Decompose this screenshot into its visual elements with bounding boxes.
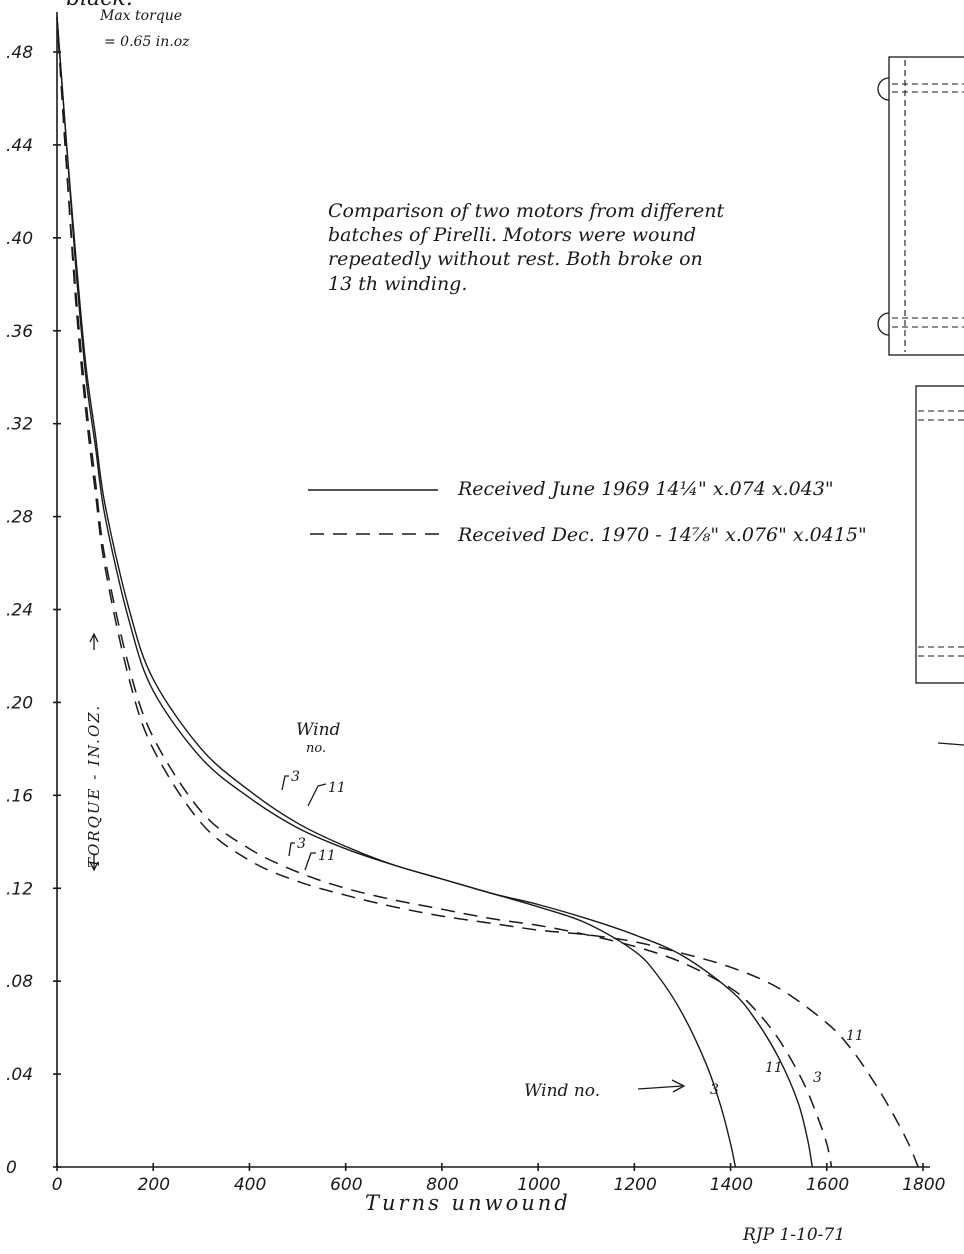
- x-axis-label: Turns unwound: [365, 1191, 571, 1215]
- wind-no-upper-line1: Wind: [296, 720, 341, 740]
- x-tick-label: 400: [234, 1175, 266, 1195]
- y-tick-label: .44: [6, 136, 33, 156]
- motor-frame-sketch-upper: [877, 56, 964, 356]
- lower-dashed-wind3-label: 3: [813, 1070, 822, 1086]
- y-tick-label: .32: [6, 415, 33, 435]
- y-tick-label: .12: [6, 879, 33, 899]
- dashed-wind3-label: 3: [297, 836, 306, 852]
- y-tick-label: 0: [6, 1158, 17, 1178]
- x-tick-label: 1800: [902, 1175, 945, 1195]
- x-tick-label: 1200: [614, 1175, 657, 1195]
- y-tick-label: .04: [6, 1065, 33, 1085]
- solid-wind11-label: 11: [328, 780, 346, 796]
- x-ticks: 0 200 400 600 800 1000 1200 1400 1600 1800: [52, 1163, 945, 1195]
- description-line-2: batches of Pirelli. Motors were wound: [328, 224, 696, 246]
- description-line-4: 13 th winding.: [328, 273, 467, 295]
- series-line-june1969-wind3: [56, 17, 737, 1168]
- dashed-wind11-label: 11: [318, 848, 336, 864]
- solid-wind3-pointer: [281, 775, 289, 791]
- max-torque-note-line1: Max torque: [99, 8, 182, 24]
- solid-wind11-pointer: [307, 783, 327, 807]
- series-line-dec1970-wind11: [56, 17, 919, 1168]
- wind-no-lower-arrow: [637, 1079, 686, 1093]
- y-tick-label: .28: [6, 508, 33, 528]
- y-ticks: 0 .04 .08 .12 .16 .20 .24 .28 .32 .36 .40 .44 .48: [6, 43, 61, 1178]
- x-tick-label: 600: [330, 1175, 362, 1195]
- y-tick-label: .48: [6, 43, 33, 63]
- dashed-wind11-pointer: [304, 852, 316, 871]
- motor-frame-sketch-lower: [915, 385, 964, 746]
- y-axis-label-group: TORQUE - IN.OZ.: [85, 632, 103, 872]
- dashed-wind3-pointer: [288, 842, 295, 857]
- solid-wind3-label: 3: [291, 769, 300, 785]
- x-tick-label: 200: [138, 1175, 170, 1195]
- lower-solid-wind11-label: 11: [765, 1060, 783, 1076]
- x-tick-label: 1400: [710, 1175, 753, 1195]
- signature: RJP 1-10-71: [742, 1225, 845, 1245]
- description-line-1: Comparison of two motors from different: [328, 200, 725, 222]
- x-tick-label: 1600: [806, 1175, 849, 1195]
- y-tick-label: .36: [6, 322, 33, 342]
- x-tick-label: 1000: [517, 1175, 560, 1195]
- series-line-dec1970-wind3: [56, 17, 833, 1168]
- y-tick-label: .40: [6, 229, 33, 249]
- x-tick-label: 800: [426, 1175, 458, 1195]
- max-torque-note-line2: = 0.65 in.oz: [104, 34, 190, 50]
- y-tick-label: .24: [6, 601, 33, 621]
- y-tick-label: .08: [6, 972, 33, 992]
- legend: Received June 1969 14¼" x.074 x.043" Rec…: [308, 478, 867, 546]
- lower-solid-wind3-label: 3: [710, 1082, 719, 1098]
- wind-no-upper-line2: no.: [306, 741, 326, 756]
- x-tick-label: 0: [52, 1175, 63, 1195]
- description-note: Comparison of two motors from different …: [328, 200, 725, 295]
- description-line-3: repeatedly without rest. Both broke on: [328, 248, 703, 270]
- legend-solid-label: Received June 1969 14¼" x.074 x.043": [457, 478, 834, 500]
- y-tick-label: .20: [6, 693, 33, 713]
- legend-dashed-label: Received Dec. 1970 - 14⅞" x.076" x.0415": [457, 524, 867, 546]
- series-layer: [56, 17, 919, 1168]
- lower-dashed-wind11-label: 11: [846, 1028, 864, 1044]
- cut-off-header-text: black.: [66, 0, 133, 11]
- wind-no-lower-label: Wind no.: [524, 1081, 600, 1101]
- y-axis-label: TORQUE - IN.OZ.: [85, 704, 103, 868]
- y-tick-label: .16: [6, 786, 33, 806]
- series-line-june1969-wind11: [56, 17, 813, 1168]
